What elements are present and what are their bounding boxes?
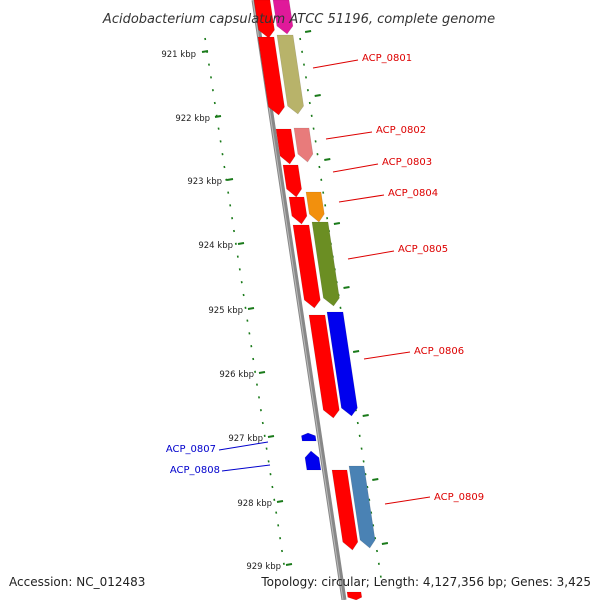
kbp-tick-label: 922 kbp bbox=[175, 114, 210, 124]
outer-tick-track bbox=[204, 37, 285, 565]
gene-arrow-acp-0806[interactable] bbox=[326, 311, 358, 417]
kbp-major-tick bbox=[258, 371, 266, 374]
kbp-major-tick bbox=[237, 242, 245, 245]
gene-label-acp-0807[interactable]: ACP_0807 bbox=[166, 444, 216, 455]
gene-track bbox=[272, 0, 376, 549]
gene-arrow-acp-0802[interactable] bbox=[293, 127, 314, 163]
label-leader-line bbox=[312, 59, 359, 69]
inner-major-tick bbox=[333, 222, 341, 225]
gene-arrow-acp-0801[interactable] bbox=[276, 34, 304, 115]
gene-label-acp-0809[interactable]: ACP_0809 bbox=[434, 492, 484, 503]
kbp-major-tick bbox=[214, 115, 222, 118]
cds-arrow[interactable] bbox=[282, 164, 302, 198]
kbp-tick-label: 928 kbp bbox=[237, 499, 272, 509]
gene-label-acp-0805[interactable]: ACP_0805 bbox=[398, 244, 448, 255]
kbp-tick-label: 926 kbp bbox=[219, 370, 254, 380]
gene-label-acp-0804[interactable]: ACP_0804 bbox=[388, 188, 438, 199]
cds-arrow[interactable] bbox=[288, 196, 308, 225]
gene-labels: ACP_0801 ACP_0802 ACP_0803 ACP_0804 ACP_… bbox=[166, 53, 484, 505]
kbp-major-tick bbox=[247, 307, 255, 310]
kbp-major-tick bbox=[201, 50, 209, 53]
genome-summary: Topology: circular; Length: 4,127,356 bp… bbox=[260, 575, 591, 589]
gene-arrow-acp-0807[interactable] bbox=[301, 432, 317, 442]
label-leader-line bbox=[218, 441, 269, 451]
inner-major-tick bbox=[324, 158, 331, 161]
label-leader-line bbox=[347, 250, 395, 260]
inner-major-tick bbox=[314, 94, 321, 97]
inner-major-tick bbox=[304, 30, 312, 33]
label-leader-line bbox=[384, 496, 431, 505]
gene-arrow-acp-0804[interactable] bbox=[305, 191, 325, 223]
cds-arrow[interactable] bbox=[331, 469, 359, 551]
kbp-ticks: 921 kbp 922 kbp 923 kbp 924 kbp 925 kbp … bbox=[161, 50, 281, 572]
cds-arrow[interactable] bbox=[275, 128, 296, 165]
cds-arrow[interactable] bbox=[253, 0, 275, 39]
label-leader-line bbox=[221, 464, 271, 472]
cds-arrow[interactable] bbox=[346, 591, 363, 600]
gene-arrow-acp-0808[interactable] bbox=[304, 450, 322, 471]
gene-label-acp-0806[interactable]: ACP_0806 bbox=[414, 346, 464, 357]
label-leader-line bbox=[338, 194, 385, 203]
inner-major-tick bbox=[362, 414, 369, 417]
gene-label-acp-0803[interactable]: ACP_0803 bbox=[382, 157, 432, 168]
inner-major-tick bbox=[372, 478, 379, 481]
kbp-tick-label: 925 kbp bbox=[208, 306, 243, 316]
gene-arrow[interactable] bbox=[272, 0, 294, 35]
kbp-major-ticks bbox=[201, 50, 293, 566]
inner-major-tick bbox=[343, 286, 350, 289]
inner-major-tick bbox=[352, 350, 360, 353]
kbp-major-tick bbox=[276, 500, 284, 503]
kbp-tick-label: 927 kbp bbox=[228, 434, 263, 444]
label-leader-line bbox=[363, 351, 411, 360]
kbp-major-tick bbox=[285, 563, 293, 566]
kbp-tick-label: 923 kbp bbox=[187, 177, 222, 187]
label-leader-line bbox=[325, 131, 373, 140]
kbp-major-tick bbox=[267, 435, 275, 438]
gene-label-acp-0802[interactable]: ACP_0802 bbox=[376, 125, 426, 136]
accession: Accession: NC_012483 bbox=[9, 575, 145, 589]
map-title: Acidobacterium capsulatum ATCC 51196, co… bbox=[102, 12, 495, 27]
cds-arrow[interactable] bbox=[308, 314, 340, 419]
kbp-tick-label: 924 kbp bbox=[198, 241, 233, 251]
gene-label-acp-0808[interactable]: ACP_0808 bbox=[170, 465, 220, 476]
kbp-tick-label: 929 kbp bbox=[246, 562, 281, 572]
kbp-tick-label: 921 kbp bbox=[161, 50, 196, 60]
gene-label-acp-0801[interactable]: ACP_0801 bbox=[362, 53, 412, 64]
gene-arrow-acp-0805[interactable] bbox=[311, 221, 340, 307]
cds-arrow[interactable] bbox=[257, 36, 285, 116]
inner-major-tick bbox=[381, 542, 389, 545]
cds-arrow[interactable] bbox=[292, 224, 321, 309]
label-leader-line bbox=[332, 163, 379, 173]
gene-arrow-acp-0809[interactable] bbox=[348, 465, 376, 549]
cds-track bbox=[253, 0, 363, 600]
kbp-major-tick bbox=[226, 178, 234, 181]
